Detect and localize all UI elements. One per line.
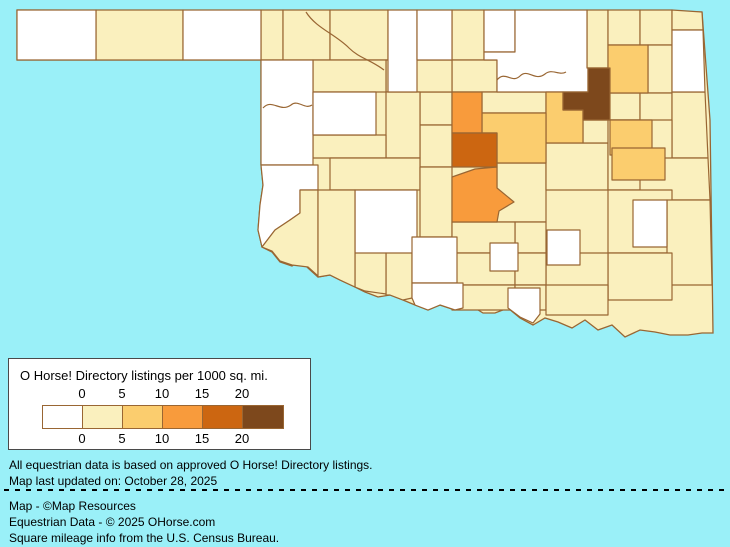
county-texas — [95, 9, 184, 61]
legend-swatch-15-20 — [203, 406, 243, 428]
county-cimarron — [16, 9, 97, 61]
county-mccurtain — [666, 199, 713, 286]
legend-ticks-top: 0 5 10 15 20 — [42, 386, 282, 401]
county-grady — [419, 166, 453, 238]
footer-equestrian-credit: Equestrian Data - © 2025 OHorse.com — [9, 515, 216, 529]
footer-data-note: All equestrian data is based on approved… — [9, 458, 373, 472]
county-kay — [451, 9, 485, 61]
legend-title: O Horse! Directory listings per 1000 sq.… — [20, 368, 268, 383]
county-adair — [671, 91, 709, 159]
county-craig — [639, 9, 673, 46]
legend-swatch-0 — [43, 406, 83, 428]
county-nowata — [607, 9, 641, 46]
county-woods — [282, 9, 331, 61]
county-logan — [451, 91, 483, 134]
legend-tick-bottom-20: 20 — [234, 431, 250, 446]
footer-updated-date: Map last updated on: October 28, 2025 — [9, 474, 218, 488]
county-osage — [483, 9, 589, 93]
county-custer-south — [312, 134, 387, 159]
county-kiowa — [317, 189, 356, 288]
dashed-separator — [4, 489, 726, 491]
county-comanche — [354, 189, 418, 264]
county-pushmataha — [632, 199, 668, 248]
county-johnston — [514, 252, 547, 286]
legend: O Horse! Directory listings per 1000 sq.… — [8, 358, 311, 450]
legend-tick-top-5: 5 — [118, 386, 126, 401]
legend-tick-bottom-5: 5 — [118, 431, 126, 446]
legend-tick-top-0: 0 — [78, 386, 86, 401]
oklahoma-county-map — [16, 9, 714, 338]
county-jefferson-yellow — [385, 252, 413, 301]
county-cotton — [354, 252, 387, 295]
county-cleveland — [451, 166, 515, 223]
river-line-1 — [496, 71, 567, 81]
county-muskogee — [611, 147, 666, 181]
county-mayes-south — [607, 92, 641, 121]
county-pottawatomie — [496, 162, 547, 223]
county-choctaw — [607, 252, 673, 301]
county-blaine — [385, 91, 421, 159]
county-ottawa — [671, 9, 704, 31]
county-canadian — [419, 124, 453, 168]
county-okfuskee — [545, 142, 609, 191]
river-line-3 — [262, 102, 313, 109]
county-payne — [481, 91, 547, 114]
county-beaver — [182, 9, 262, 61]
legend-color-ramp — [42, 405, 284, 429]
river-line-2 — [305, 11, 385, 71]
county-bryan — [545, 284, 609, 316]
county-dewey-custer — [312, 91, 377, 136]
county-woodward — [329, 9, 389, 61]
county-harper — [260, 9, 284, 61]
legend-tick-bottom-10: 10 — [154, 431, 170, 446]
county-garvin — [411, 236, 458, 284]
legend-swatch-0-5 — [83, 406, 123, 428]
county-love — [507, 287, 541, 324]
county-noble — [451, 59, 498, 93]
county-pontotoc — [489, 242, 519, 272]
county-tulsa — [562, 67, 611, 121]
footer-map-credit: Map - ©Map Resources — [9, 499, 136, 513]
county-ellis — [260, 59, 314, 166]
legend-tick-top-10: 10 — [154, 386, 170, 401]
county-delaware — [671, 29, 706, 93]
legend-ticks-bottom: 0 5 10 15 20 — [42, 431, 282, 446]
county-coal — [546, 229, 581, 266]
footer-census-credit: Square mileage info from the U.S. Census… — [9, 531, 280, 545]
county-kay-east — [483, 9, 516, 53]
legend-tick-top-15: 15 — [194, 386, 210, 401]
county-kingfisher — [419, 91, 453, 126]
county-grant — [416, 9, 453, 61]
county-alfalfa — [387, 9, 418, 93]
county-seminole — [514, 221, 547, 254]
legend-tick-top-20: 20 — [234, 386, 250, 401]
legend-tick-bottom-0: 0 — [78, 431, 86, 446]
county-washington — [586, 9, 609, 69]
legend-tick-bottom-15: 15 — [194, 431, 210, 446]
county-oklahoma — [451, 132, 498, 168]
county-mayes — [647, 44, 673, 94]
legend-swatch-10-15 — [163, 406, 203, 428]
county-rogers — [607, 44, 649, 94]
legend-swatch-20+ — [243, 406, 283, 428]
county-jefferson — [411, 282, 464, 311]
county-okmulgee — [582, 119, 611, 144]
county-caddo — [329, 157, 421, 191]
legend-swatch-5-10 — [123, 406, 163, 428]
